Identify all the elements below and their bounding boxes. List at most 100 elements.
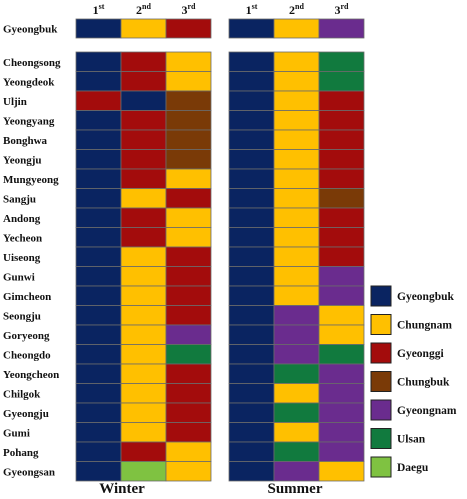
row-label-3: Uljin (3, 96, 27, 108)
summer-cell-4-rank2 (273, 110, 320, 131)
summer-cell-20-rank3 (318, 422, 365, 443)
legend-swatch-gyeongnam (370, 399, 392, 421)
summer-cell-14-rank1 (228, 305, 275, 326)
summer-cell-1-rank2 (273, 51, 320, 72)
winter-cell-5-rank1 (75, 129, 122, 150)
legend-swatch-gyeongbuk (370, 285, 392, 307)
summer-cell-2-rank2 (273, 71, 320, 92)
summer-cell-16-rank1 (228, 344, 275, 365)
winter-cell-6-rank2 (120, 149, 167, 170)
summer-cell-19-rank2 (273, 402, 320, 423)
summer-cell-8-rank2 (273, 188, 320, 209)
summer-cell-9-rank1 (228, 207, 275, 228)
winter-cell-4-rank3 (165, 110, 212, 131)
legend-label-gyeongnam: Gyeongnam (397, 405, 457, 417)
summer-cell-22-rank2 (273, 461, 320, 482)
winter-cell-22-rank1 (75, 461, 122, 482)
row-label-13: Gimcheon (3, 291, 51, 303)
winter-cell-18-rank2 (120, 383, 167, 404)
winter-cell-5-rank2 (120, 129, 167, 150)
summer-cell-8-rank1 (228, 188, 275, 209)
winter-cell-21-rank1 (75, 441, 122, 462)
winter-cell-8-rank1 (75, 188, 122, 209)
summer-cell-8-rank3 (318, 188, 365, 209)
summer-cell-2-rank3 (318, 71, 365, 92)
winter-cell-7-rank3 (165, 168, 212, 189)
winter-rank-header-2: 2nd (136, 2, 151, 17)
summer-cell-10-rank3 (318, 227, 365, 248)
summer-cell-12-rank2 (273, 266, 320, 287)
winter-cell-7-rank2 (120, 168, 167, 189)
winter-panel-label: Winter (99, 481, 145, 497)
column-headers: 1st 2nd 3rd 1st 2nd 3rd (93, 2, 349, 17)
summer-cell-5-rank3 (318, 129, 365, 150)
summer-cell-18-rank1 (228, 383, 275, 404)
row-label-14: Seongju (3, 310, 41, 322)
summer-cell-top-rank3 (318, 18, 365, 39)
legend-swatch-daegu (370, 456, 392, 478)
winter-panel (75, 18, 212, 482)
summer-cell-19-rank1 (228, 402, 275, 423)
summer-cell-11-rank3 (318, 246, 365, 267)
summer-cell-16-rank3 (318, 344, 365, 365)
row-label-9: Andong (3, 213, 41, 225)
summer-cell-16-rank2 (273, 344, 320, 365)
summer-cell-9-rank2 (273, 207, 320, 228)
winter-cell-18-rank3 (165, 383, 212, 404)
summer-cell-7-rank3 (318, 168, 365, 189)
summer-cell-10-rank2 (273, 227, 320, 248)
summer-cell-22-rank3 (318, 461, 365, 482)
summer-cell-7-rank2 (273, 168, 320, 189)
summer-cell-3-rank1 (228, 90, 275, 111)
legend-label-ulsan: Ulsan (397, 434, 426, 446)
winter-cell-13-rank1 (75, 285, 122, 306)
summer-cell-9-rank3 (318, 207, 365, 228)
row-label-15: Goryeong (3, 330, 50, 342)
winter-cell-20-rank3 (165, 422, 212, 443)
row-label-10: Yecheon (3, 232, 42, 244)
winter-cell-17-rank1 (75, 363, 122, 384)
legend-label-gyeonggi: Gyeonggi (397, 348, 444, 360)
winter-cell-12-rank2 (120, 266, 167, 287)
summer-cell-4-rank3 (318, 110, 365, 131)
winter-cell-15-rank3 (165, 324, 212, 345)
legend-label-gyeongbuk: Gyeongbuk (397, 291, 454, 303)
winter-cell-8-rank3 (165, 188, 212, 209)
row-label-6: Yeongju (3, 154, 42, 166)
winter-cell-12-rank1 (75, 266, 122, 287)
winter-cell-20-rank1 (75, 422, 122, 443)
summer-cell-20-rank2 (273, 422, 320, 443)
summer-cell-11-rank1 (228, 246, 275, 267)
row-label-18: Chilgok (3, 388, 41, 400)
winter-cell-11-rank2 (120, 246, 167, 267)
summer-cell-4-rank1 (228, 110, 275, 131)
row-label-17: Yeongcheon (3, 369, 59, 381)
winter-cell-top-rank2 (120, 18, 167, 39)
summer-cell-21-rank1 (228, 441, 275, 462)
summer-cell-12-rank1 (228, 266, 275, 287)
row-labels: Gyeongbuk Cheongsong Yeongdeok Uljin Yeongya… (3, 24, 61, 479)
winter-cell-14-rank3 (165, 305, 212, 326)
summer-cell-6-rank2 (273, 149, 320, 170)
winter-cell-2-rank1 (75, 71, 122, 92)
winter-cell-15-rank2 (120, 324, 167, 345)
summer-cell-1-rank3 (318, 51, 365, 72)
summer-cell-2-rank1 (228, 71, 275, 92)
summer-cell-3-rank2 (273, 90, 320, 111)
summer-cell-13-rank1 (228, 285, 275, 306)
winter-cell-17-rank3 (165, 363, 212, 384)
winter-cell-21-rank2 (120, 441, 167, 462)
summer-cell-10-rank1 (228, 227, 275, 248)
summer-cell-13-rank2 (273, 285, 320, 306)
row-label-21: Pohang (3, 447, 39, 459)
summer-cell-14-rank2 (273, 305, 320, 326)
summer-cell-20-rank1 (228, 422, 275, 443)
summer-cell-19-rank3 (318, 402, 365, 423)
winter-cell-19-rank1 (75, 402, 122, 423)
winter-cell-1-rank3 (165, 51, 212, 72)
summer-cell-6-rank1 (228, 149, 275, 170)
winter-cell-13-rank2 (120, 285, 167, 306)
winter-cell-2-rank3 (165, 71, 212, 92)
row-label-20: Gumi (3, 427, 30, 439)
summer-cell-12-rank3 (318, 266, 365, 287)
